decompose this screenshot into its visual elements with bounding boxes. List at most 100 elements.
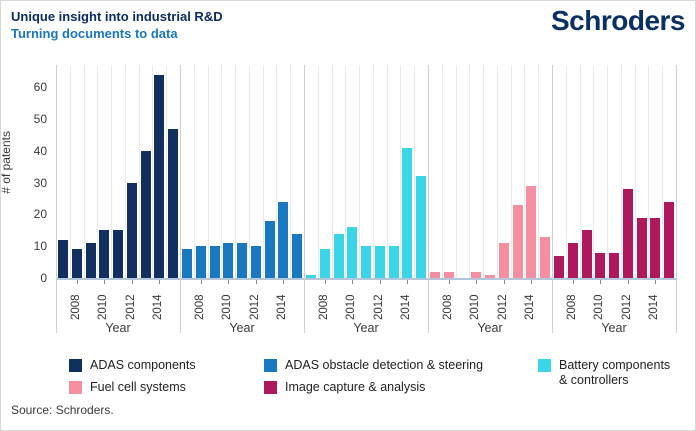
y-tick-label-30: 30	[33, 175, 47, 190]
gridline	[579, 65, 581, 278]
x-tick-label-2014: 2014	[400, 294, 413, 320]
bar-1-2014	[278, 201, 289, 278]
x-tick-mark	[655, 280, 657, 284]
chart-group-3	[428, 65, 552, 278]
bar-1-2012	[250, 246, 261, 278]
y-tick-label-20: 20	[33, 207, 47, 222]
x-tick-label-2012: 2012	[620, 294, 633, 320]
chart-group-1	[180, 65, 304, 278]
bar-0-2007	[58, 239, 68, 278]
bar-2-2015	[416, 176, 427, 278]
x-tick-label-2010: 2010	[469, 294, 482, 320]
gridline	[138, 65, 140, 278]
x-tick-mark	[228, 280, 230, 284]
y-axis-label: # of patents	[0, 131, 13, 194]
chart-group-0	[56, 65, 180, 278]
x-tick-mark	[104, 280, 106, 284]
gridline	[193, 65, 195, 278]
gridline	[483, 65, 485, 278]
x-axis-title: Year	[105, 321, 131, 335]
x-axis-title: Year	[477, 321, 503, 335]
bar-3-2014	[526, 185, 537, 278]
legend-swatch	[264, 381, 277, 394]
x-tick-mark	[283, 280, 285, 284]
gridline	[166, 65, 168, 278]
gridline	[221, 65, 223, 278]
gridline	[510, 65, 512, 278]
bar-4-2009	[581, 230, 592, 278]
legend-swatch	[538, 359, 551, 372]
patents-bar-chart	[56, 65, 676, 278]
gridline	[496, 65, 498, 278]
gridline	[524, 65, 526, 278]
gridline	[648, 65, 650, 278]
bar-0-2008	[71, 249, 82, 278]
gridline	[400, 65, 402, 278]
gridline	[607, 65, 609, 278]
bar-1-2008	[195, 246, 206, 278]
bar-0-2013	[140, 150, 151, 278]
gridline	[662, 65, 664, 278]
gridline	[386, 65, 388, 278]
x-tick-label-2010: 2010	[593, 294, 606, 320]
x-tick-label-2012: 2012	[496, 294, 509, 320]
gridline	[248, 65, 250, 278]
source-note: Source: Schroders.	[11, 403, 114, 417]
x-tick-mark	[76, 280, 78, 284]
group-separator	[304, 65, 305, 333]
group-separator	[676, 65, 677, 333]
x-tick-label-2014: 2014	[152, 294, 165, 320]
legend-item-2: Battery components & controllers	[538, 358, 670, 388]
bar-1-2010	[223, 243, 234, 278]
gridline	[634, 65, 636, 278]
chart-group-2	[304, 65, 428, 278]
bar-0-2009	[85, 243, 96, 278]
bar-3-2015	[540, 236, 551, 278]
x-tick-label-2010: 2010	[345, 294, 358, 320]
bar-4-2012	[622, 189, 633, 278]
x-tick-mark	[255, 280, 257, 284]
chart-group-4	[552, 65, 676, 278]
bar-1-2007	[182, 249, 192, 278]
x-tick-mark	[131, 280, 133, 284]
x-tick-label-2010: 2010	[221, 294, 234, 320]
bar-4-2014	[650, 217, 661, 278]
gridline	[331, 65, 333, 278]
x-tick-label-2008: 2008	[441, 294, 454, 320]
bar-2-2010	[347, 227, 358, 278]
bar-4-2010	[595, 252, 606, 278]
x-tick-label-2012: 2012	[372, 294, 385, 320]
legend-label: ADAS components	[90, 358, 196, 372]
group-separator	[428, 65, 429, 333]
bar-3-2010	[471, 271, 482, 278]
x-tick-label-2014: 2014	[524, 294, 537, 320]
y-tick-label-50: 50	[33, 112, 47, 127]
gridline	[565, 65, 567, 278]
bar-4-2011	[609, 252, 620, 278]
x-axis-line	[56, 278, 677, 280]
gridline	[455, 65, 457, 278]
x-tick-label-2008: 2008	[193, 294, 206, 320]
legend-label: Image capture & analysis	[285, 380, 426, 394]
legend-label: ADAS obstacle detection & steering	[285, 358, 484, 372]
gridline	[235, 65, 237, 278]
y-tick-label-60: 60	[33, 80, 47, 95]
gridline	[441, 65, 443, 278]
bar-3-2007	[430, 271, 440, 278]
bar-3-2008	[443, 271, 454, 278]
bar-0-2014	[154, 74, 165, 278]
bar-2-2008	[319, 249, 330, 278]
gridline	[152, 65, 154, 278]
schroders-logo: Schroders	[551, 5, 686, 36]
gridline	[124, 65, 126, 278]
bar-2-2007	[306, 274, 316, 278]
gridline	[593, 65, 595, 278]
bar-1-2013	[264, 220, 275, 278]
x-tick-mark	[324, 280, 326, 284]
gridline	[620, 65, 622, 278]
x-axis-title: Year	[353, 321, 379, 335]
legend-item-4: Image capture & analysis	[264, 380, 425, 395]
x-tick-label-2012: 2012	[124, 294, 137, 320]
bar-1-2009	[209, 246, 220, 278]
